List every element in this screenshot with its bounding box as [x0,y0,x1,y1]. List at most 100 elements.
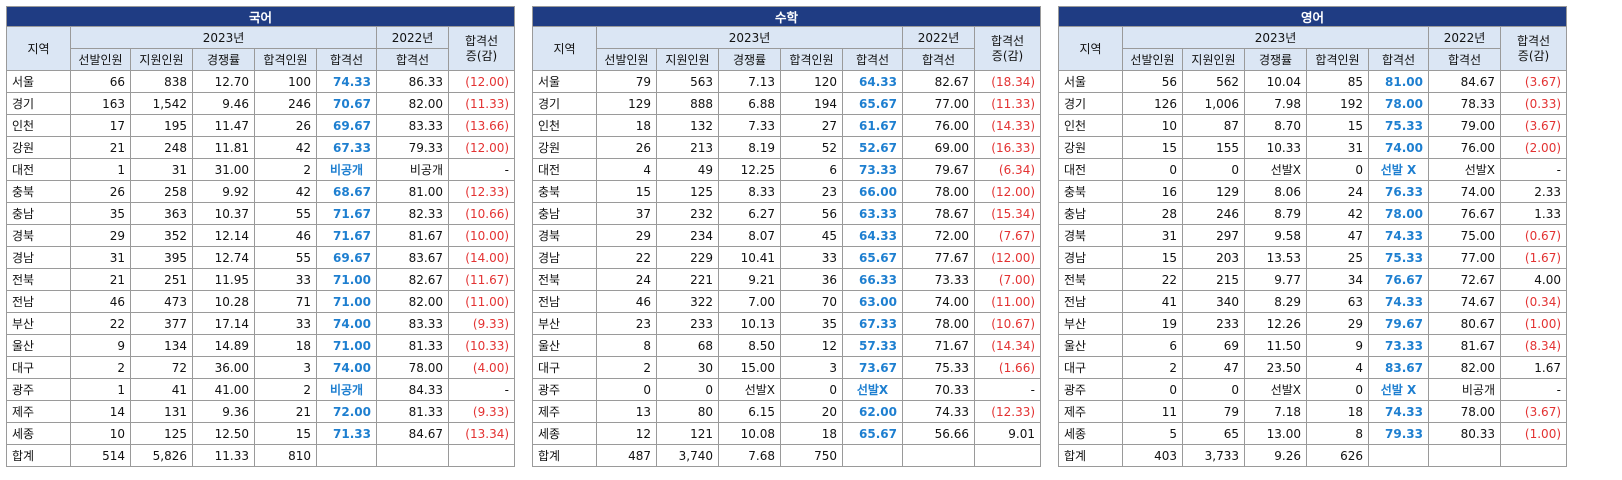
table-row: 충남 35 363 10.37 55 71.67 82.33 (10.66) [6,202,516,225]
cutoff-cell: 74.00 [316,356,377,379]
cutoff-cell: 71.67 [316,224,377,247]
change-cell: (1.66) [973,356,1042,379]
region-cell: 경북 [1058,224,1123,247]
competition-cell: 10.08 [718,422,781,445]
cutoff2022-cell: 72.00 [902,224,975,247]
competition-cell: 8.06 [1244,180,1307,203]
cutoff2022-cell: 71.67 [902,334,975,357]
passed-cell: 70 [780,290,843,313]
cutoff-cell: 선발 X [1368,158,1429,181]
passed-cell: 63 [1306,290,1369,313]
selected-cell: 0 [596,378,657,401]
cutoff-cell: 75.33 [1368,246,1429,269]
applicants-cell: 215 [1182,268,1245,291]
cutoff-cell: 69.67 [316,246,377,269]
cutoff-cell: 74.33 [1368,290,1429,313]
cutoff-cell: 67.33 [842,312,903,335]
competition-cell: 36.00 [192,356,255,379]
region-cell: 세종 [6,422,71,445]
cutoff-cell: 78.00 [1368,92,1429,115]
region-cell: 울산 [6,334,71,357]
change-cell: (12.00) [973,246,1042,269]
change-cell: 4.00 [1499,268,1568,291]
cutoff2022-cell: 82.33 [376,202,449,225]
applicants-cell: 1,542 [130,92,193,115]
cutoff2022-cell: 69.00 [902,136,975,159]
table-row: 대구 2 72 36.00 3 74.00 78.00 (4.00) [6,356,516,379]
competition-cell: 8.33 [718,180,781,203]
passed-cell: 27 [780,114,843,137]
region-cell: 대구 [6,356,71,379]
passed-cell: 55 [254,202,317,225]
applicants-cell: 363 [130,202,193,225]
competition-cell: 6.88 [718,92,781,115]
cutoff-cell: 71.00 [316,290,377,313]
table-row: 울산 8 68 8.50 12 57.33 71.67 (14.34) [532,334,1042,357]
applicants-cell: 395 [130,246,193,269]
region-cell: 서울 [532,70,597,93]
change-cell: (0.33) [1499,92,1568,115]
total-selected: 487 [596,444,657,467]
selected-cell: 22 [596,246,657,269]
cutoff-table: 수학 지역 2023년 2022년 합격선 증(감) 선발인원 지원인원 경쟁률 합격인원 합격선 합… [531,6,1042,467]
change-cell: (12.00) [447,70,516,93]
cutoff2022-cell: 비공개 [376,158,449,181]
cutoff-cell: 63.00 [842,290,903,313]
region-cell: 경남 [532,246,597,269]
change-cell: (12.00) [447,136,516,159]
applicants-header: 지원인원 [656,48,719,71]
change-cell: (11.00) [447,290,516,313]
passed-cell: 192 [1306,92,1369,115]
year-2023-header: 2023년 [1122,26,1429,49]
change-cell: (7.00) [973,268,1042,291]
region-cell: 전북 [6,268,71,291]
region-cell: 울산 [1058,334,1123,357]
table-row: 부산 19 233 12.26 29 79.67 80.67 (1.00) [1058,312,1568,335]
passed-cell: 71 [254,290,317,313]
table-row: 인천 10 87 8.70 15 75.33 79.00 (3.67) [1058,114,1568,137]
table-row: 세종 12 121 10.08 18 65.67 56.66 9.01 [532,422,1042,445]
applicants-cell: 233 [656,312,719,335]
cutoff2022-cell: 74.33 [902,400,975,423]
table-row: 울산 6 69 11.50 9 73.33 81.67 (8.34) [1058,334,1568,357]
change-cell: (1.00) [1499,422,1568,445]
cutoff-cell: 71.00 [316,268,377,291]
cutoff2022-cell: 77.67 [902,246,975,269]
region-cell: 광주 [1058,378,1123,401]
competition-cell: 9.58 [1244,224,1307,247]
selected-cell: 2 [70,356,131,379]
passed-cell: 120 [780,70,843,93]
selected-cell: 19 [1122,312,1183,335]
cutoff2022-cell: 84.33 [376,378,449,401]
region-cell: 제주 [6,400,71,423]
region-cell: 전남 [1058,290,1123,313]
cutoff2022-cell: 76.00 [902,114,975,137]
competition-cell: 13.00 [1244,422,1307,445]
applicants-cell: 246 [1182,202,1245,225]
competition-cell: 9.36 [192,400,255,423]
total-empty [973,444,1042,467]
cutoff2022-cell: 83.33 [376,114,449,137]
change-cell: - [1499,158,1568,181]
change-cell: (1.00) [1499,312,1568,335]
passed-cell: 8 [1306,422,1369,445]
table-row: 대전 1 31 31.00 2 비공개 비공개 - [6,158,516,181]
total-empty [316,444,377,467]
cutoff-cell: 57.33 [842,334,903,357]
competition-cell: 10.04 [1244,70,1307,93]
selected-cell: 15 [596,180,657,203]
total-empty [1428,444,1501,467]
region-cell: 부산 [6,312,71,335]
competition-cell: 12.74 [192,246,255,269]
total-row: 합계 487 3,740 7.68 750 [532,444,1042,467]
change-cell: (13.66) [447,114,516,137]
change-cell: (10.00) [447,224,516,247]
region-cell: 대전 [6,158,71,181]
passed-header: 합격인원 [780,48,843,71]
cutoff2022-cell: 80.33 [1428,422,1501,445]
cutoff-cell: 73.33 [842,158,903,181]
selected-cell: 18 [596,114,657,137]
selected-cell: 26 [596,136,657,159]
selected-cell: 21 [70,268,131,291]
cutoff2022-cell: 81.67 [376,224,449,247]
